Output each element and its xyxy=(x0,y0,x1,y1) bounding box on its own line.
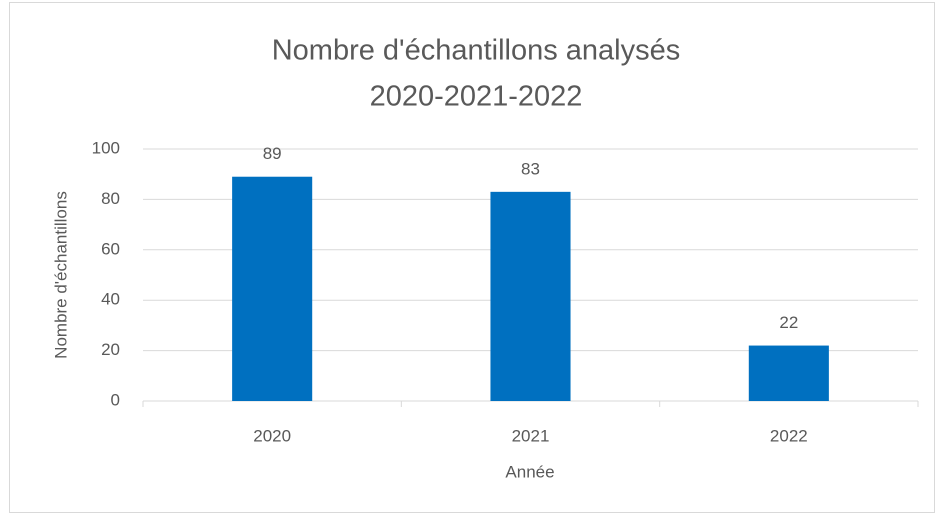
y-tick-label: 0 xyxy=(111,390,120,409)
chart-title: 2020-2021-2022 xyxy=(370,81,583,113)
y-tick-label: 80 xyxy=(101,189,120,208)
chart-border xyxy=(9,2,935,513)
y-tick-label: 20 xyxy=(101,340,120,359)
y-tick-label: 60 xyxy=(101,239,120,258)
x-tick-label: 2022 xyxy=(770,426,808,445)
y-axis-title: Nombre d'échantillons xyxy=(51,191,70,359)
bar xyxy=(232,176,313,401)
chart-title: Nombre d'échantillons analysés xyxy=(272,35,681,67)
x-tick-label: 2020 xyxy=(253,426,291,445)
y-tick-label: 40 xyxy=(101,290,120,309)
data-label: 89 xyxy=(263,144,282,163)
x-axis-title: Année xyxy=(505,462,554,481)
bar xyxy=(748,345,829,401)
data-label: 22 xyxy=(779,313,798,332)
y-tick-label: 100 xyxy=(92,138,120,157)
x-tick-label: 2021 xyxy=(512,426,550,445)
data-label: 83 xyxy=(521,159,540,178)
bar xyxy=(490,191,571,401)
